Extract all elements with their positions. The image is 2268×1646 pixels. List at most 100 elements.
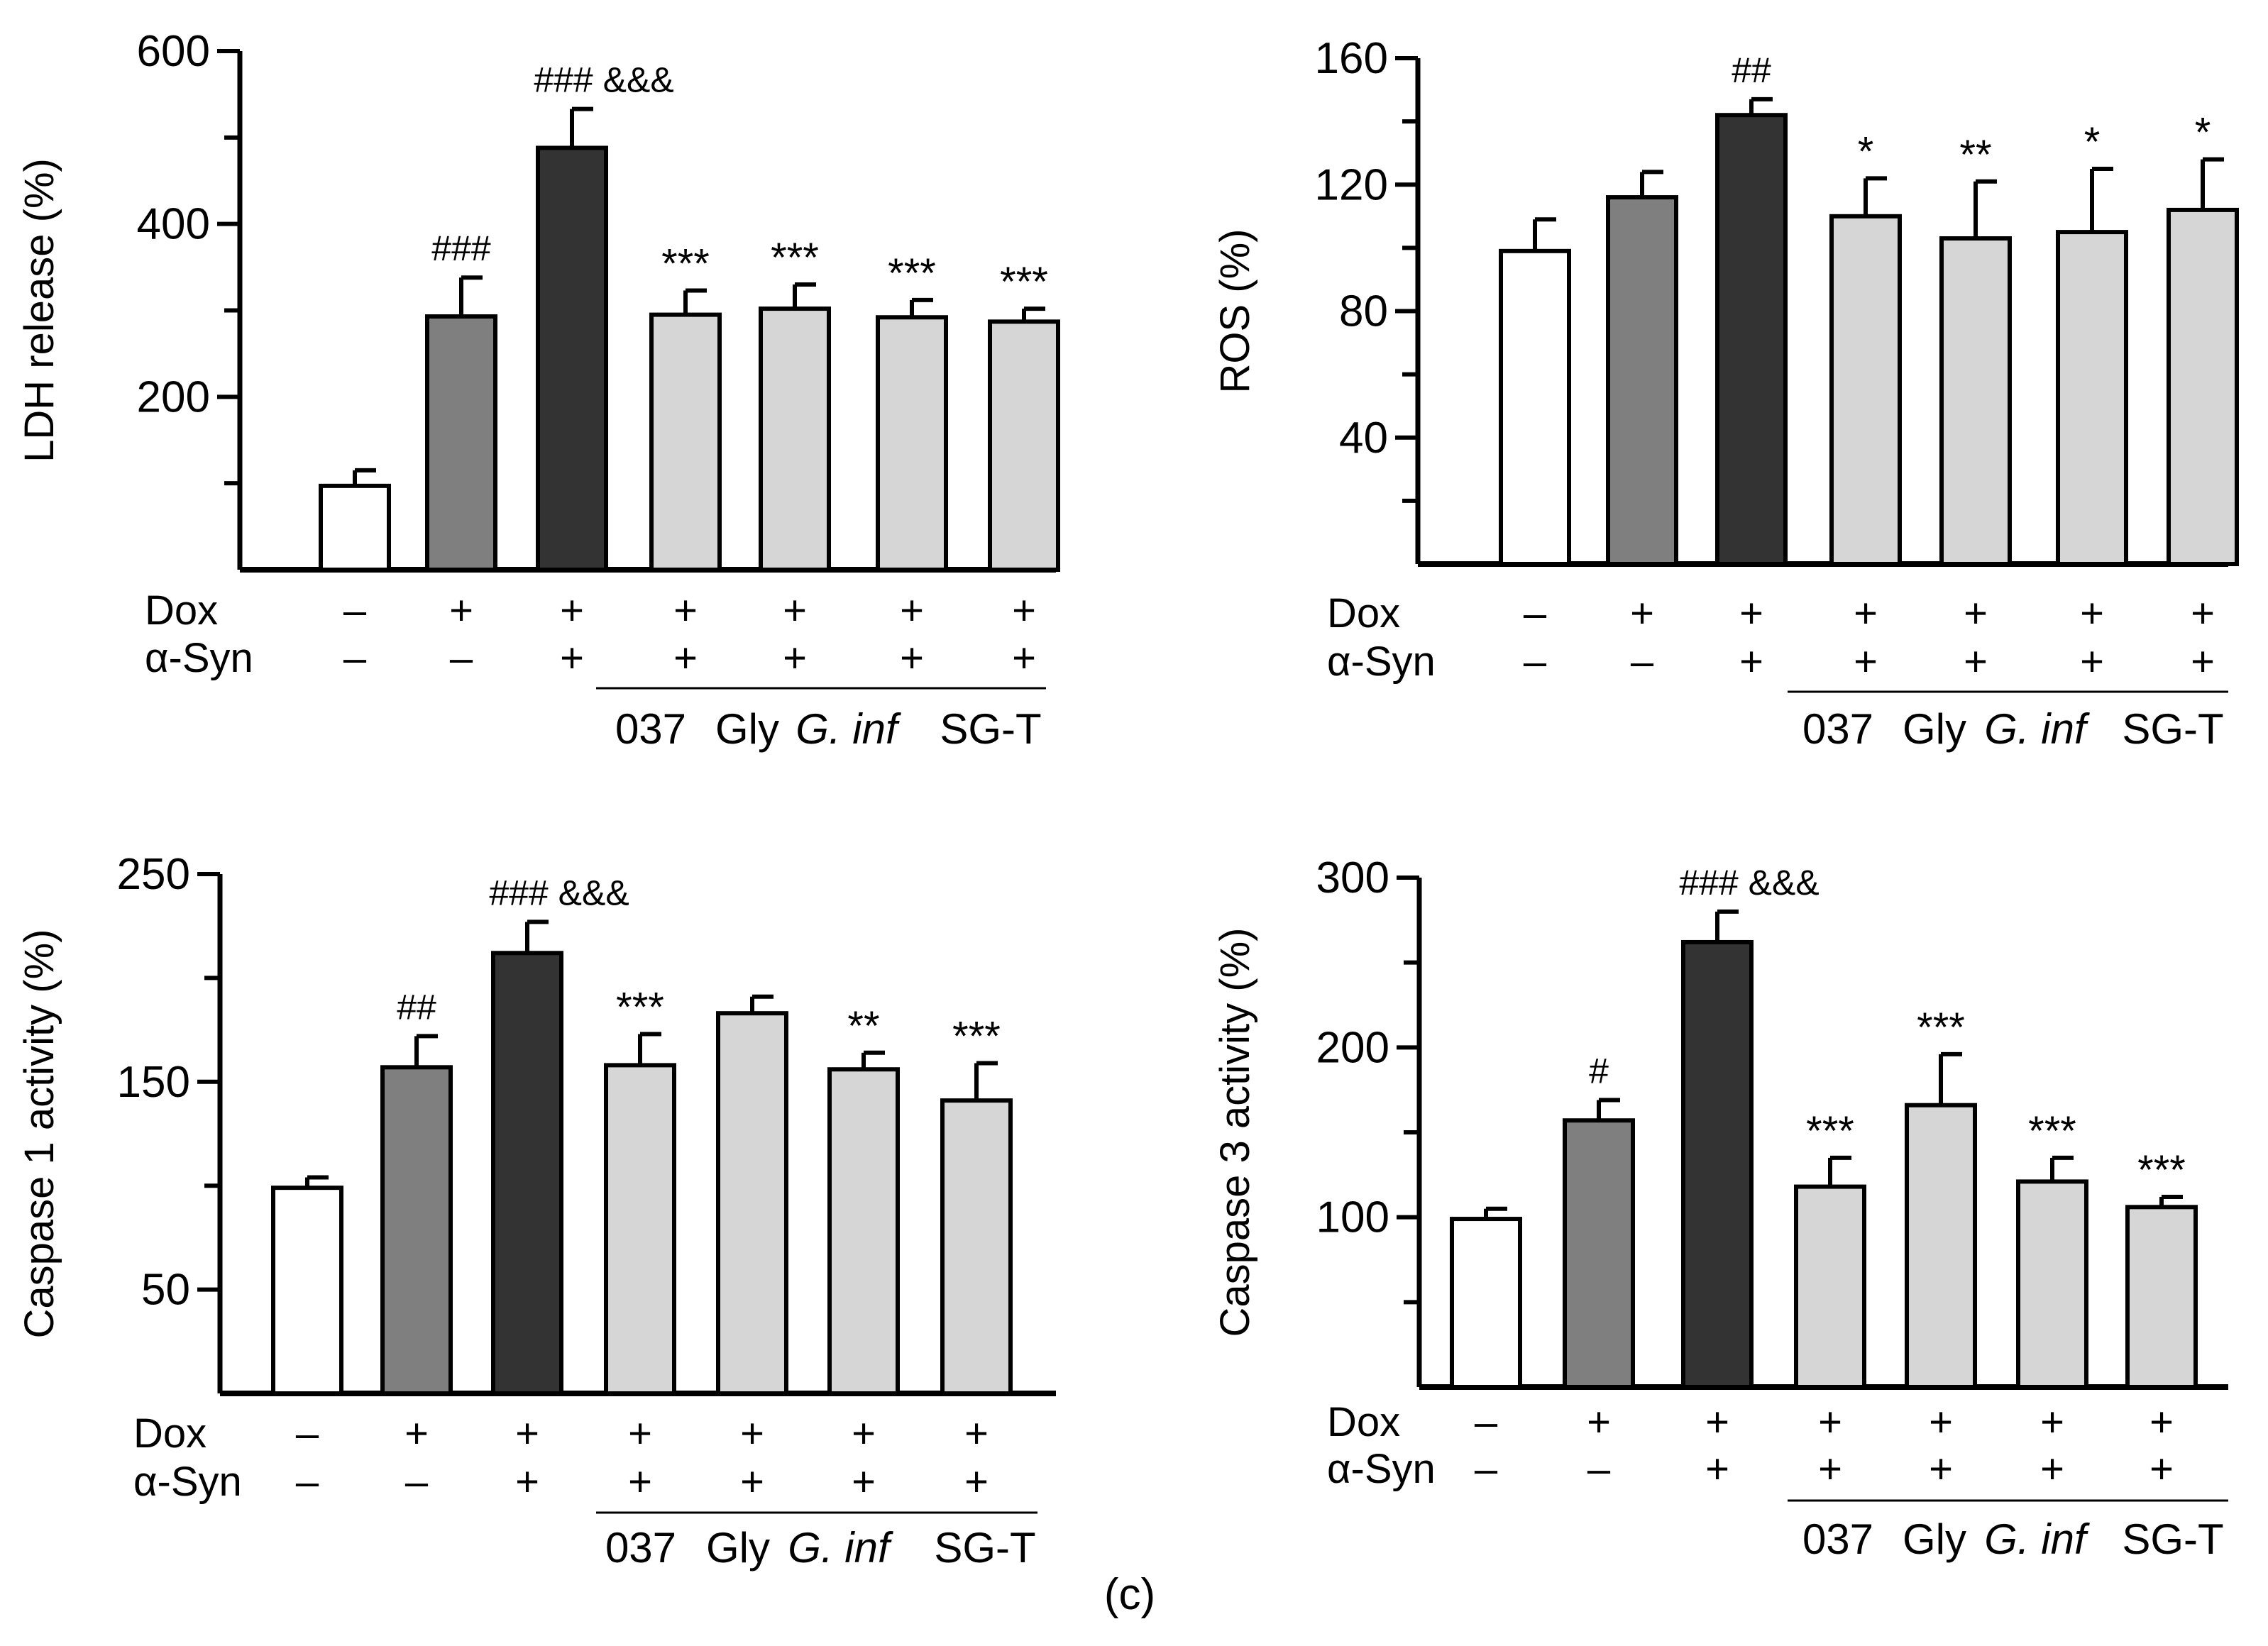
dox-mark: + [2040,1399,2064,1445]
dox-mark: – [296,1410,319,1457]
bar [1905,1103,1977,1389]
significance-annotation: ** [1959,132,1991,178]
y-axis-title: Caspase 3 activity (%) [1212,928,1258,1337]
bar [1939,236,2012,566]
bar [491,951,563,1396]
dox-mark: + [2080,590,2104,636]
treatment-label: Gly [1903,705,1966,753]
bar [319,483,391,572]
dox-mark: – [1475,1399,1498,1445]
significance-annotation: *** [1917,1005,1965,1051]
bar [2056,230,2128,566]
row-label-dox: Dox [1327,1399,1400,1445]
dox-mark: + [1818,1399,1842,1445]
treatment-label: G. inf [788,1524,893,1572]
dox-mark: + [740,1410,764,1457]
bar [425,314,497,572]
significance-annotation: * [2195,110,2211,156]
y-tick-label: 600 [137,27,210,76]
dox-mark: + [449,587,473,634]
treatment-label: SG-T [940,705,1041,753]
dox-mark: + [515,1410,539,1457]
y-axis-title: ROS (%) [1212,229,1258,394]
row-label-asyn: α-Syn [145,635,253,681]
row-label-dox: Dox [133,1410,207,1457]
row-label-dox: Dox [1327,590,1400,636]
treatment-label: G. inf [1984,1515,2090,1563]
bar [1499,248,1571,566]
treatment-label: 037 [1802,705,1873,753]
y-tick-label: 200 [137,372,210,421]
bar [649,312,722,572]
asyn-mark: – [1631,639,1654,685]
dox-mark: + [628,1410,652,1457]
dox-mark: + [1630,590,1654,636]
asyn-mark: + [964,1459,989,1505]
y-tick-label: 400 [137,200,210,249]
asyn-mark: – [1524,639,1547,685]
row-label-asyn: α-Syn [1327,639,1436,685]
y-axis-title: Caspase 1 activity (%) [16,929,62,1339]
treatment-label: 037 [605,1524,676,1572]
treatment-label: SG-T [2122,1515,2223,1563]
bar [2167,207,2239,566]
dox-mark: + [1587,1399,1611,1445]
dox-mark: + [560,587,584,634]
asyn-mark: + [2080,639,2104,685]
significance-annotation: *** [661,241,710,287]
significance-annotation: *** [771,235,819,281]
asyn-mark: + [2191,639,2215,685]
bar [1715,113,1788,566]
asyn-mark: + [740,1459,764,1505]
bar [1563,1118,1635,1390]
figure-label: (c) [1104,1570,1155,1619]
y-tick-label: 120 [1315,160,1388,209]
dox-mark: + [1854,590,1878,636]
row-label-dox: Dox [145,587,218,634]
treatment-label: Gly [706,1524,770,1572]
significance-annotation: *** [2028,1108,2076,1154]
dox-mark: + [964,1410,989,1457]
bar [940,1098,1013,1396]
asyn-mark: + [2149,1446,2174,1492]
asyn-mark: + [900,635,924,681]
significance-annotation: *** [616,984,664,1030]
dox-mark: + [2191,590,2215,636]
dox-mark: – [1524,590,1547,636]
treatment-label: SG-T [2122,705,2223,753]
bar [1829,214,1902,566]
bar [827,1067,900,1396]
bar [1681,939,1754,1389]
dox-mark: + [2149,1399,2174,1445]
bar [2016,1179,2088,1389]
bar [759,306,831,572]
bar [2125,1205,2198,1389]
significance-annotation: ### &&& [1679,863,1819,902]
asyn-mark: – [1587,1446,1611,1492]
dox-mark: + [852,1410,876,1457]
asyn-mark: – [1475,1446,1498,1492]
asyn-mark: + [852,1459,876,1505]
significance-annotation: ### [431,228,491,268]
asyn-mark: + [1964,639,1988,685]
asyn-mark: – [343,635,367,681]
significance-annotation: ### &&& [534,60,673,100]
bar [876,315,948,572]
significance-annotation: *** [1000,259,1048,305]
significance-annotation: ** [847,1003,879,1049]
asyn-mark: + [628,1459,652,1505]
dox-mark: + [673,587,698,634]
y-tick-label: 40 [1339,414,1388,463]
dox-mark: + [900,587,924,634]
significance-annotation: # [1589,1051,1609,1091]
dox-mark: + [1739,590,1763,636]
asyn-mark: + [1854,639,1878,685]
asyn-mark: + [2040,1446,2064,1492]
y-tick-label: 50 [141,1266,190,1315]
significance-annotation: *** [1806,1108,1854,1154]
